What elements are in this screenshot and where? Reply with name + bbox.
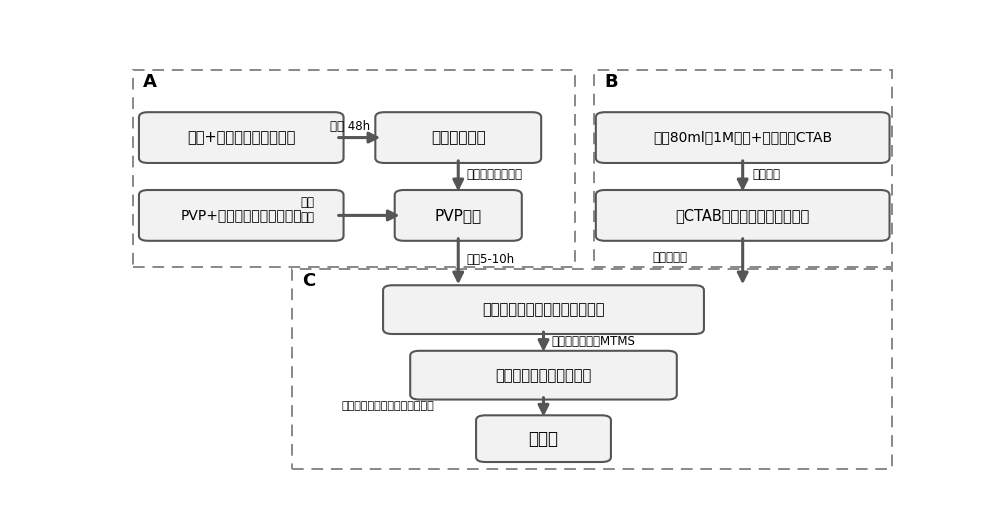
Text: 乙醇+二维片层块体前驱体: 乙醇+二维片层块体前驱体	[187, 130, 295, 145]
Text: 取适量注入: 取适量注入	[652, 251, 687, 264]
Text: PVP+一定体积比乙醇水溶液: PVP+一定体积比乙醇水溶液	[180, 209, 302, 222]
FancyBboxPatch shape	[139, 112, 344, 163]
Text: 超声溶解: 超声溶解	[753, 168, 781, 181]
FancyBboxPatch shape	[139, 190, 344, 241]
Text: 加热
溶解: 加热 溶解	[301, 196, 315, 223]
Text: PVP溶液: PVP溶液	[435, 208, 482, 223]
Bar	[133, 70, 574, 267]
Text: 冻干胶: 冻干胶	[528, 430, 558, 447]
Text: B: B	[604, 73, 618, 92]
Text: 超声5-10h: 超声5-10h	[466, 253, 514, 266]
Text: 烘干获得粉体: 烘干获得粉体	[431, 130, 486, 145]
Text: C: C	[302, 272, 315, 290]
Text: A: A	[143, 73, 157, 92]
FancyBboxPatch shape	[596, 112, 890, 163]
Text: 称取一定质量加入: 称取一定质量加入	[466, 168, 522, 181]
FancyBboxPatch shape	[375, 112, 541, 163]
Text: 含CTAB表面活性剂的氨水溶液: 含CTAB表面活性剂的氨水溶液	[676, 208, 810, 223]
FancyBboxPatch shape	[596, 190, 890, 241]
FancyBboxPatch shape	[395, 190, 522, 241]
Text: 纯水中溶剂置换一周后冷冻干燥: 纯水中溶剂置换一周后冷冻干燥	[342, 401, 435, 411]
FancyBboxPatch shape	[410, 351, 677, 400]
Text: 常温常压下静置形成凝胶: 常温常压下静置形成凝胶	[495, 368, 592, 383]
Bar	[292, 269, 892, 469]
Text: 球磨 48h: 球磨 48h	[330, 120, 370, 132]
Text: 配置80ml的1M氨水+一定质量CTAB: 配置80ml的1M氨水+一定质量CTAB	[653, 130, 832, 145]
FancyBboxPatch shape	[383, 285, 704, 334]
FancyBboxPatch shape	[476, 415, 611, 462]
Text: 搅拌并逐滴滴加MTMS: 搅拌并逐滴滴加MTMS	[551, 335, 635, 348]
Text: 稳定剥离的二维片层结构分散液: 稳定剥离的二维片层结构分散液	[482, 302, 605, 317]
Bar	[594, 70, 892, 267]
